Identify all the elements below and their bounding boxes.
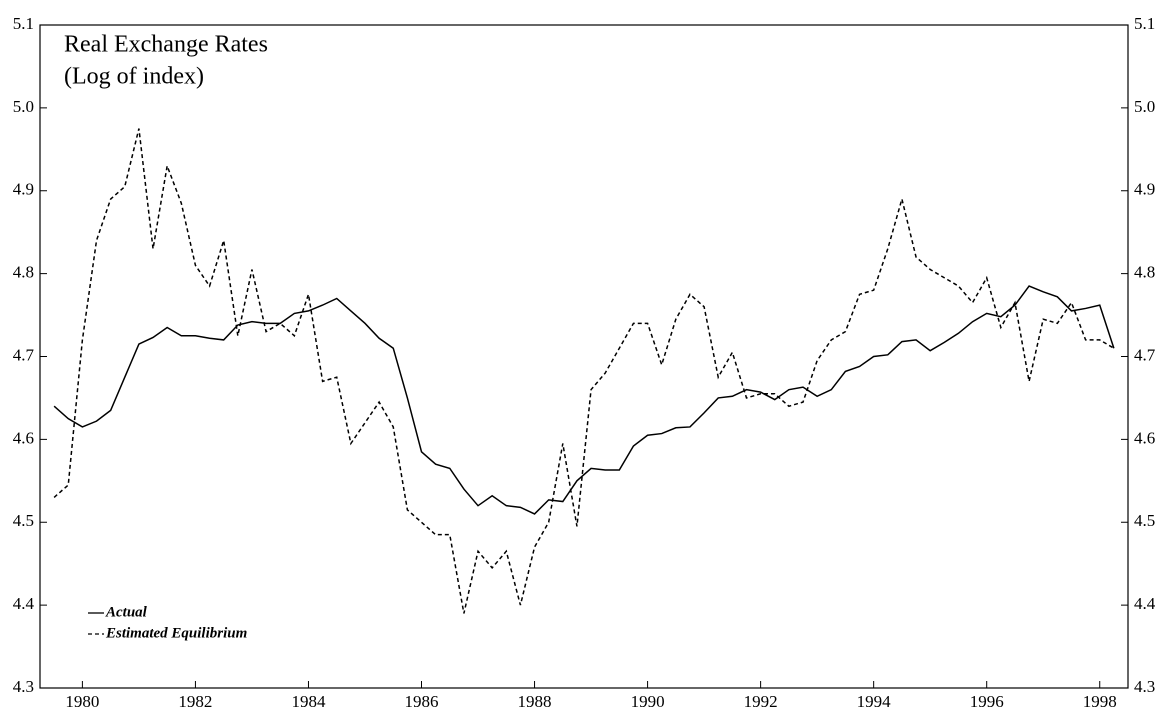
y2-tick-label: 5.1 bbox=[1134, 14, 1155, 33]
x-tick-label: 1988 bbox=[518, 692, 552, 711]
y2-tick-label: 5.0 bbox=[1134, 97, 1155, 116]
y-tick-label: 4.6 bbox=[13, 428, 34, 447]
y2-tick-label: 4.8 bbox=[1134, 263, 1155, 282]
series-line bbox=[53, 128, 1115, 614]
x-tick-label: 1980 bbox=[65, 692, 99, 711]
x-tick-label: 1992 bbox=[744, 692, 778, 711]
chart-title: Real Exchange Rates bbox=[64, 32, 268, 58]
y2-tick-label: 4.9 bbox=[1134, 180, 1155, 199]
y-tick-label: 5.0 bbox=[13, 97, 34, 116]
y2-tick-label: 4.7 bbox=[1134, 345, 1156, 364]
x-tick-label: 1998 bbox=[1083, 692, 1117, 711]
y2-tick-label: 4.3 bbox=[1134, 677, 1155, 696]
legend-label: Estimated Equilibrium bbox=[105, 625, 247, 641]
y-tick-label: 4.8 bbox=[13, 263, 34, 282]
plot-frame bbox=[39, 24, 1129, 689]
y2-tick-label: 4.6 bbox=[1134, 428, 1155, 447]
y-tick-label: 4.3 bbox=[13, 677, 34, 696]
x-tick-label: 1984 bbox=[291, 692, 326, 711]
y-tick-label: 4.5 bbox=[13, 511, 34, 530]
y2-tick-label: 4.5 bbox=[1134, 511, 1155, 530]
y2-tick-label: 4.4 bbox=[1134, 594, 1156, 613]
y-tick-label: 4.7 bbox=[13, 345, 35, 364]
x-tick-label: 1986 bbox=[405, 692, 439, 711]
chart-subtitle: (Log of index) bbox=[64, 64, 204, 90]
legend-label: Actual bbox=[105, 604, 148, 620]
y-tick-label: 4.9 bbox=[13, 180, 34, 199]
x-tick-label: 1990 bbox=[631, 692, 665, 711]
y-tick-label: 5.1 bbox=[13, 14, 34, 33]
x-tick-label: 1982 bbox=[178, 692, 212, 711]
series-line bbox=[53, 285, 1115, 515]
x-tick-label: 1996 bbox=[970, 692, 1004, 711]
y-tick-label: 4.4 bbox=[13, 594, 35, 613]
x-tick-label: 1994 bbox=[857, 692, 892, 711]
